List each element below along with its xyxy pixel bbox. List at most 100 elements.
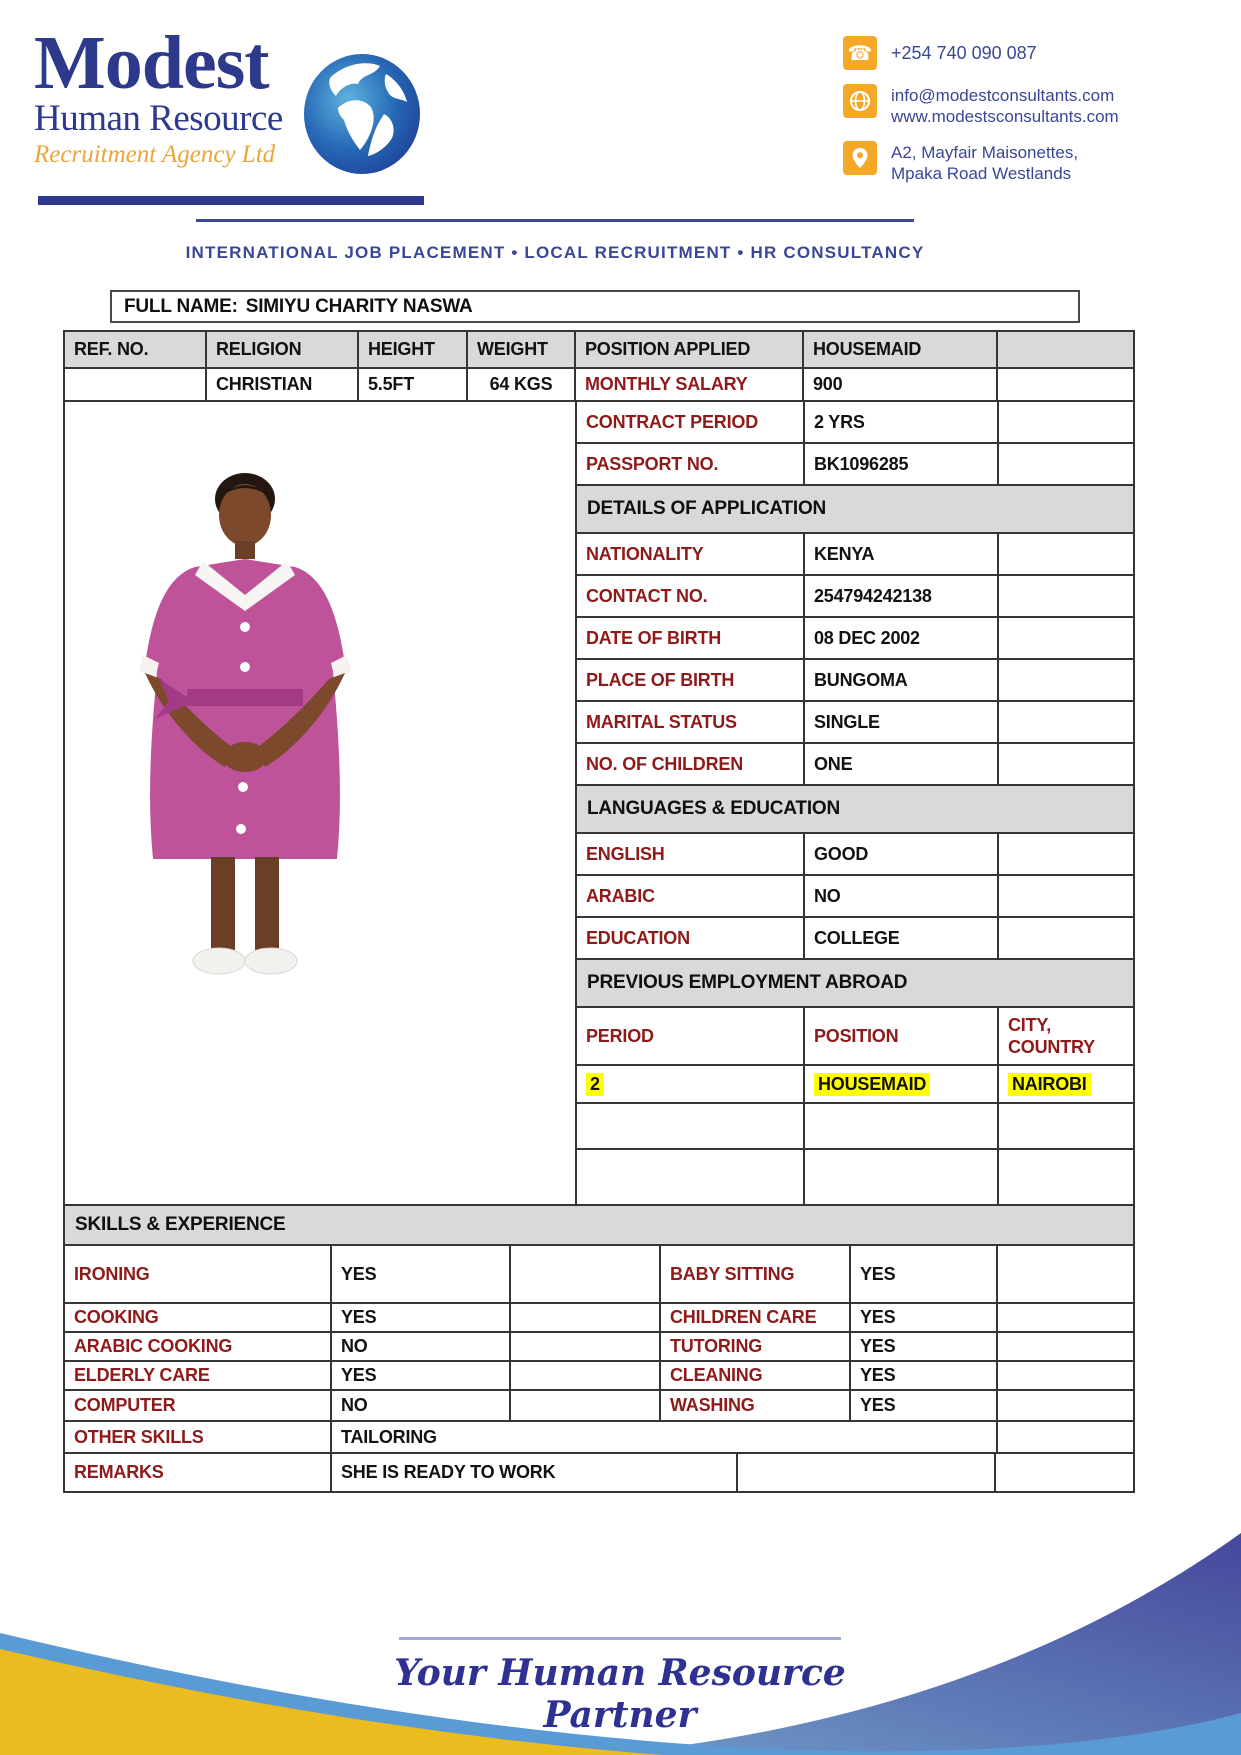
footer-wave-graphic: [0, 1533, 1241, 1755]
figure-leg-left: [211, 857, 235, 953]
skills-row: ELDERLY CARE YES CLEANING YES: [65, 1362, 1133, 1391]
other-skills-row: OTHER SKILLS TAILORING: [65, 1422, 1133, 1454]
agency-logo: Modest Human Resource Recruitment Agency…: [34, 21, 514, 169]
location-pin-icon: [843, 141, 877, 175]
skill-value: YES: [851, 1362, 998, 1389]
height-value: 5.5FT: [359, 369, 468, 400]
empty-cell: [511, 1391, 661, 1420]
empty-cell: [999, 660, 1133, 700]
skill-value: YES: [332, 1246, 511, 1302]
figure-cuff-right: [331, 655, 351, 679]
field-label: CONTRACT PERIOD: [577, 402, 805, 442]
skill-value: YES: [332, 1362, 511, 1389]
field-value: COLLEGE: [805, 918, 999, 958]
phone-icon: ☎: [843, 36, 877, 70]
logo-subtitle: Human Resource: [34, 98, 283, 140]
empty-cell: [999, 918, 1133, 958]
slogan-underline: [399, 1637, 841, 1640]
monthly-salary-value: 900: [804, 369, 998, 400]
section-banner-details: DETAILS OF APPLICATION: [577, 486, 1133, 534]
contact-address-row: A2, Mayfair Maisonettes, Mpaka Road West…: [843, 139, 1203, 184]
field-label: DATE OF BIRTH: [577, 618, 805, 658]
field-value: BUNGOMA: [805, 660, 999, 700]
skill-label: BABY SITTING: [661, 1246, 851, 1302]
header-height: HEIGHT: [359, 332, 468, 367]
figure-neck: [235, 541, 255, 559]
remarks-row: REMARKS SHE IS READY TO WORK: [65, 1454, 1133, 1491]
website-globe-icon: [843, 84, 877, 118]
field-row-contact-no: CONTACT NO. 254794242138: [577, 576, 1133, 618]
empty-cell: [999, 444, 1133, 484]
field-value: BK1096285: [805, 444, 999, 484]
skill-label: IRONING: [65, 1246, 332, 1302]
section-banner-skills: SKILLS & EXPERIENCE: [65, 1206, 1133, 1246]
figure-belt-bow: [155, 679, 187, 719]
contact-web-row: info@modestconsultants.com www.modestsco…: [843, 82, 1203, 127]
figure-dress: [145, 559, 345, 859]
skill-value: YES: [851, 1246, 998, 1302]
figure-hands: [223, 742, 267, 772]
empty-cell: [577, 1150, 805, 1204]
field-row-contract: CONTRACT PERIOD 2 YRS: [577, 402, 1133, 444]
skills-row: COOKING YES CHILDREN CARE YES: [65, 1304, 1133, 1333]
skill-label: ARABIC COOKING: [65, 1333, 332, 1360]
yellow-wave: [0, 1649, 690, 1755]
field-value: 08 DEC 2002: [805, 618, 999, 658]
employment-header-city: CITY, COUNTRY: [1008, 1015, 1095, 1057]
figure-cuff-left: [139, 655, 159, 679]
empty-cell: [805, 1104, 999, 1148]
tagline-text: INTERNATIONAL JOB PLACEMENT • LOCAL RECR…: [185, 243, 925, 262]
highlight: HOUSEMAID: [814, 1072, 931, 1096]
full-name-label: FULL NAME:: [124, 295, 238, 317]
empty-cell: [999, 534, 1133, 574]
field-value: KENYA: [805, 534, 999, 574]
globe-logo-icon: [304, 54, 420, 174]
employment-period: 2: [577, 1066, 805, 1102]
empty-cell: [999, 1104, 1133, 1148]
contact-phone-row: ☎ +254 740 090 087: [843, 34, 1203, 70]
skill-value: YES: [332, 1304, 511, 1331]
other-skills-value: TAILORING: [332, 1422, 998, 1452]
field-row-education: EDUCATION COLLEGE: [577, 918, 1133, 960]
skill-label: COOKING: [65, 1304, 332, 1331]
contact-email: info@modestconsultants.com: [891, 86, 1115, 105]
figure-collar: [195, 561, 295, 611]
logo-title: Modest: [34, 21, 270, 105]
header-weight: WEIGHT: [468, 332, 576, 367]
empty-cell: [511, 1246, 661, 1302]
skills-row: ARABIC COOKING NO TUTORING YES: [65, 1333, 1133, 1362]
empty-cell: [998, 1304, 1133, 1331]
field-value: 254794242138: [805, 576, 999, 616]
empty-cell: [999, 876, 1133, 916]
employment-empty-row: [577, 1150, 1133, 1204]
empty-cell: [805, 1150, 999, 1204]
phone-number: +254 740 090 087: [891, 43, 1037, 63]
field-row-english: ENGLISH GOOD: [577, 834, 1133, 876]
empty-cell: [999, 1150, 1133, 1204]
empty-cell: [998, 369, 1133, 400]
header-religion: RELIGION: [207, 332, 359, 367]
indigo-wave: [600, 1533, 1241, 1755]
religion-value: CHRISTIAN: [207, 369, 359, 400]
field-label: MARITAL STATUS: [577, 702, 805, 742]
field-label: EDUCATION: [577, 918, 805, 958]
skill-label: TUTORING: [661, 1333, 851, 1360]
details-column: CONTRACT PERIOD 2 YRS PASSPORT NO. BK109…: [577, 402, 1133, 1204]
field-row-dob: DATE OF BIRTH 08 DEC 2002: [577, 618, 1133, 660]
photo-cell: [65, 402, 577, 1204]
skill-value: YES: [851, 1304, 998, 1331]
empty-cell: [511, 1333, 661, 1360]
tagline-rule: [196, 219, 914, 222]
figure-leg-right: [255, 857, 279, 953]
field-value: GOOD: [805, 834, 999, 874]
table-body: CONTRACT PERIOD 2 YRS PASSPORT NO. BK109…: [65, 402, 1133, 1206]
field-value: 2 YRS: [805, 402, 999, 442]
header-ref-no: REF. NO.: [65, 332, 207, 367]
empty-cell: [999, 618, 1133, 658]
empty-cell: [511, 1362, 661, 1389]
field-row-passport: PASSPORT NO. BK1096285: [577, 444, 1133, 486]
empty-cell: [999, 744, 1133, 784]
skill-value: NO: [332, 1391, 511, 1420]
highlight: NAIROBI: [1008, 1072, 1091, 1096]
